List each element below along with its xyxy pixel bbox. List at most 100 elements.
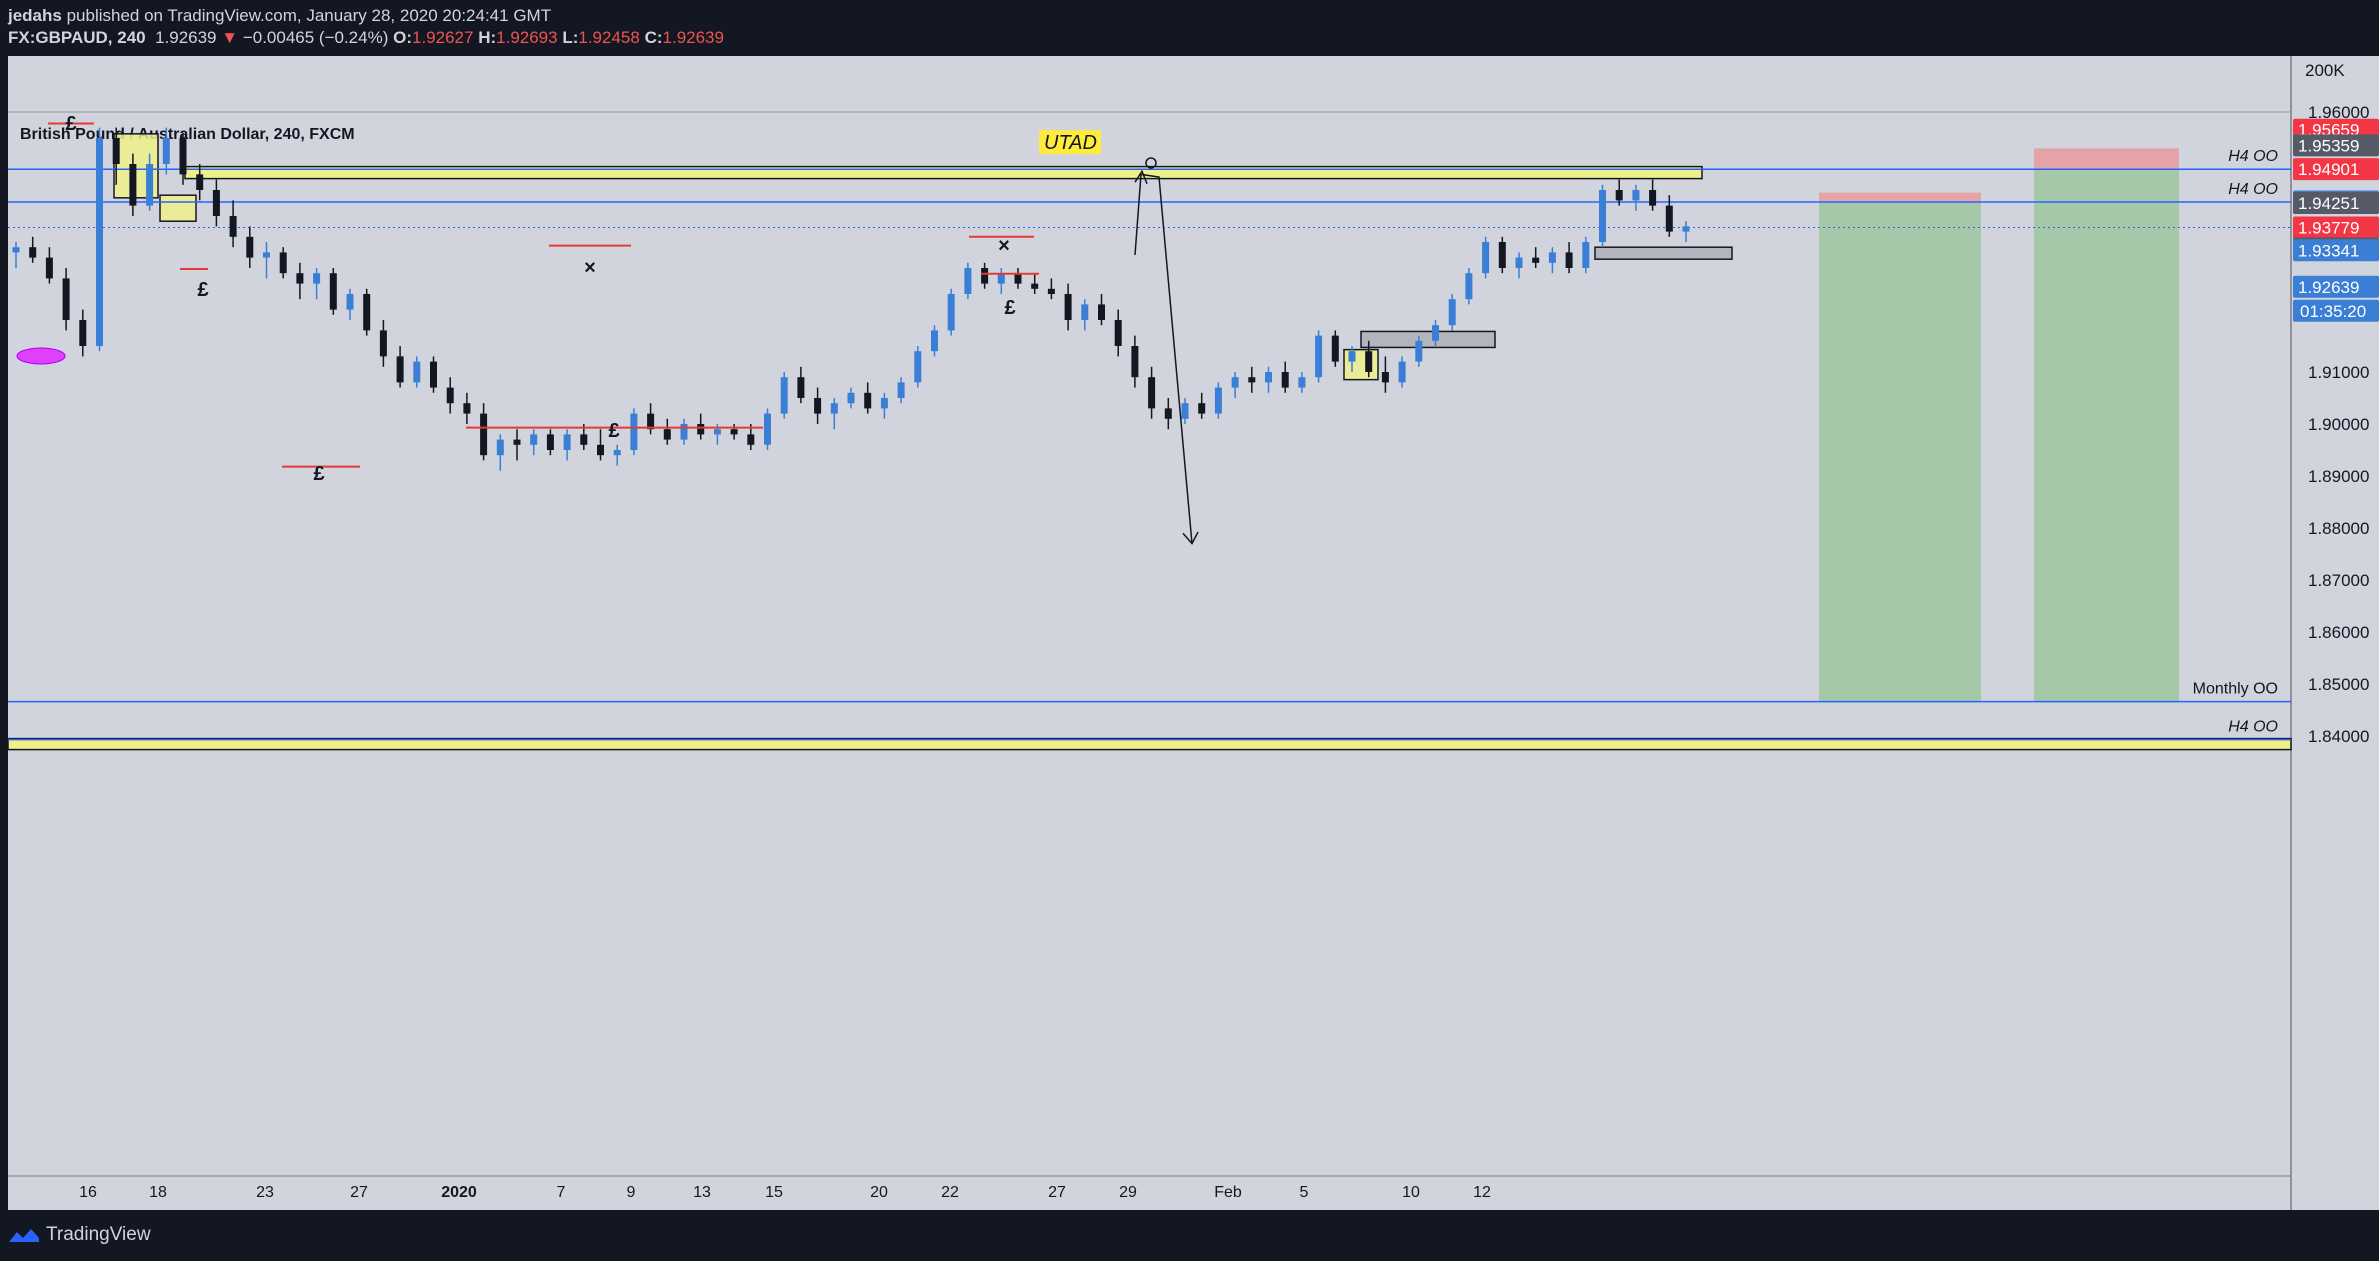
candle-body xyxy=(1231,377,1239,388)
close-value: 1.92639 xyxy=(662,28,724,47)
x-tick-label: 20 xyxy=(870,1184,888,1201)
header-bar: jedahs published on TradingView.com, Jan… xyxy=(0,0,2379,56)
candle-body xyxy=(1498,242,1506,268)
h4-supply-zone xyxy=(184,165,1703,180)
candle-body xyxy=(263,252,270,258)
pound-marker: £ xyxy=(197,279,208,301)
candle-body xyxy=(1014,273,1022,284)
candle-body xyxy=(1164,408,1172,419)
candle-body xyxy=(463,403,471,414)
candle-body xyxy=(997,273,1005,284)
candle-body xyxy=(613,450,621,456)
level-label: H4 OO xyxy=(2228,719,2278,736)
price-tag-label: 1.95359 xyxy=(2298,136,2359,155)
candle-body xyxy=(229,216,237,237)
candle-body xyxy=(1532,257,1540,263)
high-label: H: xyxy=(478,28,497,47)
candle-body xyxy=(847,392,855,404)
candle-body xyxy=(914,351,922,383)
candle-body xyxy=(146,164,154,206)
symbol-label: FX:GBPAUD, 240 xyxy=(8,28,146,47)
candle-body xyxy=(663,429,671,440)
candle-body xyxy=(780,377,788,414)
candle-body xyxy=(1665,205,1673,232)
candle-body xyxy=(162,138,170,164)
demand-zone xyxy=(1360,330,1496,349)
price-tag[interactable] xyxy=(2293,216,2379,239)
crosshair-icon[interactable] xyxy=(1145,157,1157,169)
publisher-name[interactable]: jedahs xyxy=(8,6,62,25)
x-tick-label: 18 xyxy=(149,1184,167,1201)
candle-body xyxy=(1064,294,1072,320)
countdown-label: 01:35:20 xyxy=(2300,302,2366,321)
order-block-zone xyxy=(159,194,197,222)
tradingview-logo[interactable]: TradingView xyxy=(8,1224,151,1246)
volume-scale-label: 200K xyxy=(2305,61,2345,80)
x-tick-label: 16 xyxy=(79,1184,97,1201)
pound-marker: £ xyxy=(1004,297,1015,319)
high-value: 1.92693 xyxy=(496,28,558,47)
level-label: H4 OO xyxy=(2228,181,2278,198)
open-value: 1.92627 xyxy=(412,28,474,47)
chart-title: British Pound / Australian Dollar, 240, … xyxy=(20,126,355,143)
candle-body xyxy=(1031,283,1039,289)
candle-body xyxy=(212,190,220,216)
candle-body xyxy=(1599,190,1606,242)
candle-body xyxy=(1181,403,1189,419)
candle-body xyxy=(1214,387,1222,414)
x-tick-label: 5 xyxy=(1300,1184,1309,1201)
candle-body xyxy=(79,320,87,346)
candle-body xyxy=(196,174,204,190)
candle-body xyxy=(112,138,120,164)
candle-body xyxy=(179,138,187,175)
candle-body xyxy=(1131,346,1139,378)
last-price: 1.92639 xyxy=(155,28,217,47)
y-tick-label: 1.91000 xyxy=(2308,363,2369,382)
tradingview-brand: TradingView xyxy=(46,1224,151,1245)
candle-body xyxy=(1281,372,1289,388)
x-tick-label: 2020 xyxy=(441,1184,477,1201)
candle-body xyxy=(1515,257,1523,268)
level-label: Monthly OO xyxy=(2193,681,2278,698)
candle-body xyxy=(379,330,387,357)
candle-body xyxy=(1148,377,1156,409)
candle-body xyxy=(680,424,688,440)
arrow-up-head xyxy=(1134,169,1148,185)
pound-marker: £ xyxy=(608,420,619,442)
stop-loss-zone xyxy=(1819,192,1981,202)
x-tick-label: 22 xyxy=(941,1184,959,1201)
down-arrow-icon: ▼ xyxy=(221,28,239,47)
y-tick-label: 1.89000 xyxy=(2308,467,2369,486)
candle-body xyxy=(530,434,538,445)
price-tag-label: 1.94901 xyxy=(2298,160,2359,179)
candle-body xyxy=(1315,335,1323,378)
candle-body xyxy=(129,164,137,206)
price-tag[interactable] xyxy=(2293,275,2379,298)
x-tick-label: 13 xyxy=(693,1184,711,1201)
price-tag-label: 1.94251 xyxy=(2298,194,2359,213)
footer-bar: TradingView xyxy=(0,1210,2379,1261)
take-profit-zone xyxy=(1819,201,1981,702)
spring-ellipse xyxy=(16,347,66,365)
price-tag[interactable] xyxy=(2293,239,2379,262)
price-tag-label: 1.93341 xyxy=(2298,241,2359,260)
publish-info: published on TradingView.com, January 28… xyxy=(66,6,552,25)
candle-body xyxy=(697,424,705,435)
candle-body xyxy=(12,247,20,253)
y-tick-label: 1.84000 xyxy=(2308,727,2369,746)
price-tag[interactable] xyxy=(2293,158,2379,181)
price-tag[interactable] xyxy=(2293,191,2379,214)
candle-body xyxy=(62,278,70,320)
candle-body xyxy=(1682,226,1690,232)
candle-body xyxy=(430,361,437,388)
monthly-zone xyxy=(8,737,2292,751)
x-tick-label: 23 xyxy=(256,1184,274,1201)
y-tick-label: 1.96000 xyxy=(2308,103,2369,122)
chart-area[interactable]: British Pound / Australian Dollar, 240, … xyxy=(8,56,2379,1210)
candle-body xyxy=(296,273,304,284)
price-chart[interactable]: British Pound / Australian Dollar, 240, … xyxy=(8,56,2379,1210)
x-tick-label: 10 xyxy=(1402,1184,1420,1201)
price-tag[interactable] xyxy=(2293,134,2379,157)
candle-body xyxy=(313,273,321,284)
candle-body xyxy=(1265,372,1272,383)
